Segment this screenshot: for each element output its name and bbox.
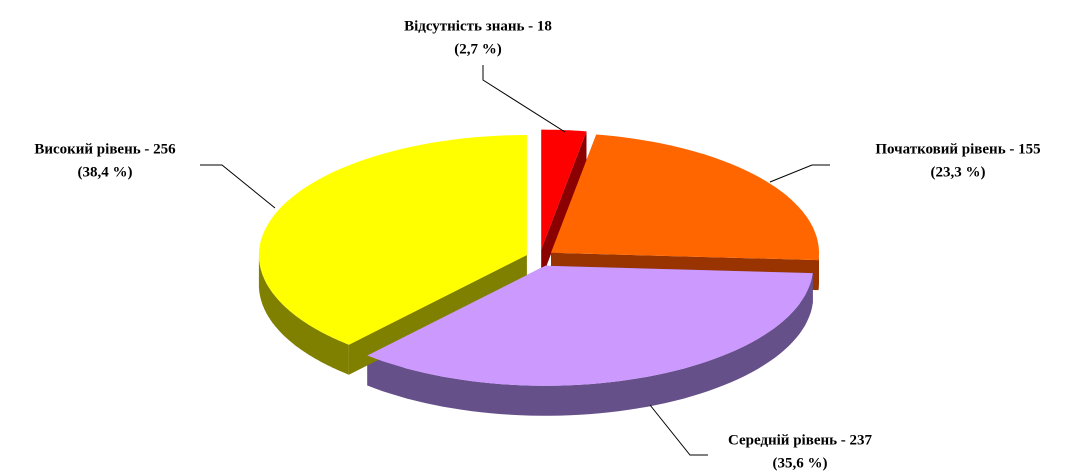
leader-line xyxy=(769,164,830,183)
percent-label: (35,6 %) xyxy=(773,455,828,471)
data-label: Відсутність знань - 18 xyxy=(404,18,552,34)
data-label: Початковий рівень - 155 xyxy=(875,141,1040,157)
slice-wall xyxy=(818,252,819,291)
slice xyxy=(541,129,587,250)
slice xyxy=(258,135,527,345)
slice-wall xyxy=(367,273,813,416)
percent-label: (23,3 %) xyxy=(931,164,986,180)
data-label: Високий рівень - 256 xyxy=(34,141,176,157)
slice-wall xyxy=(258,255,349,375)
percent-label: (2,7 %) xyxy=(454,41,502,57)
data-label: Середній рівень - 237 xyxy=(728,432,873,448)
slice xyxy=(367,265,813,386)
leader-line xyxy=(482,65,566,133)
percent-label: (38,4 %) xyxy=(78,164,133,180)
leader-line xyxy=(649,404,708,456)
slice-edge xyxy=(541,131,587,280)
labels: Відсутність знань - 18 (2,7 %) Початковий … xyxy=(34,18,1040,471)
slice-tops xyxy=(258,129,819,386)
slice xyxy=(551,134,819,261)
leader-line xyxy=(200,164,276,209)
